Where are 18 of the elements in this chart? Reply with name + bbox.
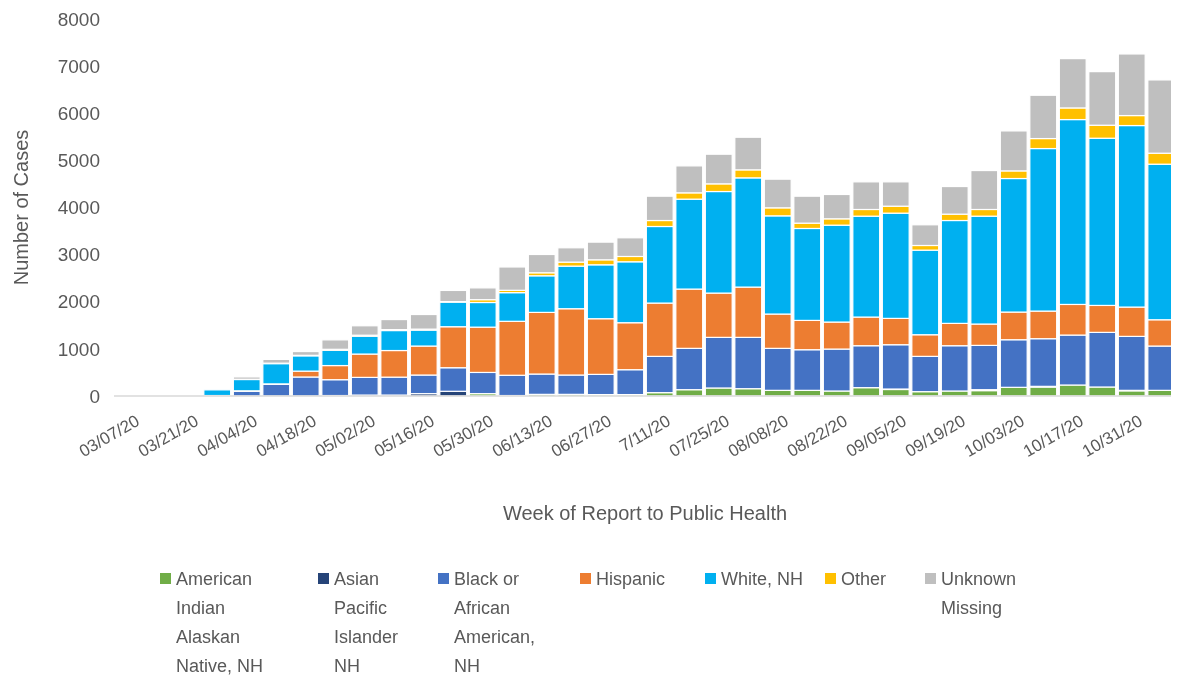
- y-axis-title: Number of Cases: [10, 129, 32, 286]
- y-tick-label: 5000: [57, 150, 100, 172]
- y-tick-label: 3000: [57, 244, 100, 266]
- y-tick-label: 2000: [57, 291, 100, 313]
- y-tick-label: 1000: [57, 338, 100, 360]
- legend-label: Unknown Missing: [941, 569, 1017, 618]
- y-tick-label: 8000: [57, 8, 100, 30]
- legend-label: Other: [841, 569, 887, 589]
- legend-label: White, NH: [721, 569, 804, 589]
- y-tick-label: 0: [89, 385, 100, 407]
- legend-label: Hispanic: [596, 569, 666, 589]
- y-tick-label: 6000: [57, 102, 100, 124]
- y-tick-label: 7000: [57, 55, 100, 77]
- legend-label: American Indian Alaskan Native, NH: [176, 569, 264, 676]
- legend-label: Asian Pacific Islander NH: [334, 569, 399, 676]
- legend-label: Black or African American, NH: [454, 569, 536, 676]
- x-axis-title: Week of Report to Public Health: [502, 502, 788, 524]
- y-tick-label: 4000: [57, 197, 100, 219]
